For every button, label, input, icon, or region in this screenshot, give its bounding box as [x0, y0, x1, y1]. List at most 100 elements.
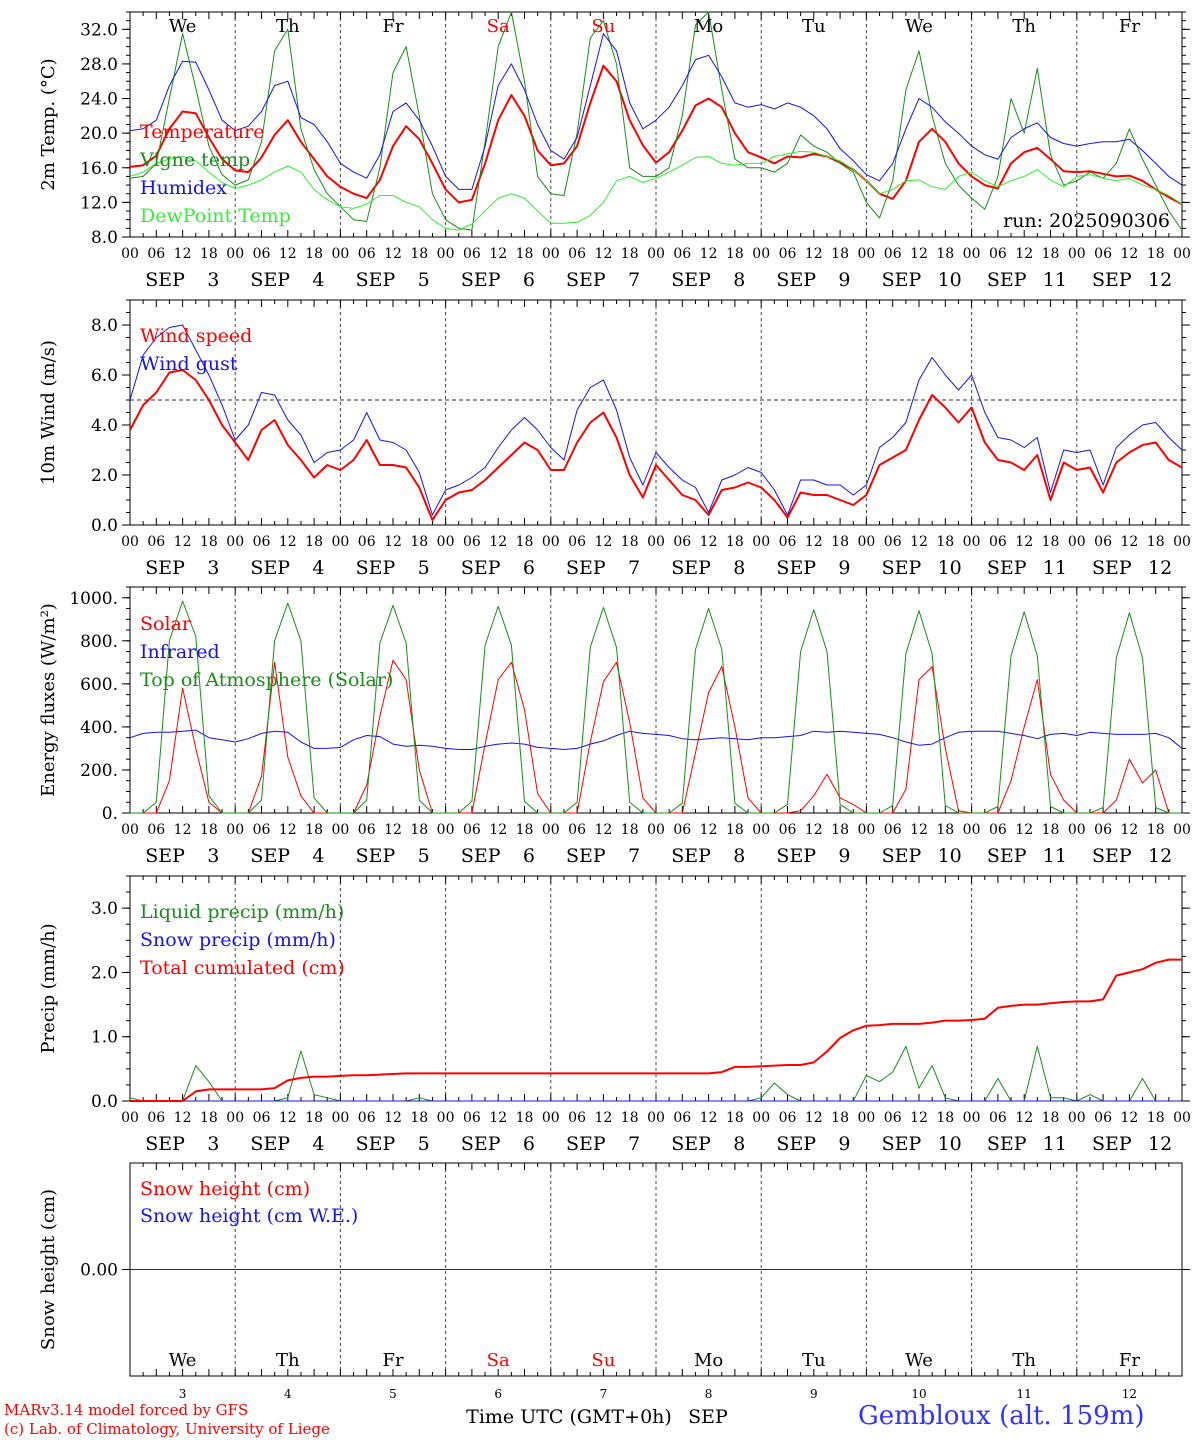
hour-label: 06	[779, 1110, 797, 1126]
hour-label: 00	[226, 246, 244, 262]
legend-entry: Vigne temp	[139, 149, 250, 171]
weekday-label: Th	[276, 16, 300, 37]
y-axis-label: 2m Temp. (°C)	[38, 58, 59, 190]
hour-label: 06	[1094, 822, 1112, 838]
hour-label: 12	[279, 246, 297, 262]
hour-label: 18	[1147, 1110, 1165, 1126]
hour-label: 12	[594, 534, 612, 550]
date-month-label: SEP	[882, 269, 922, 291]
y-tick-label: 0.	[102, 804, 118, 824]
hour-label: 00	[542, 822, 560, 838]
series-line	[129, 729, 1183, 750]
hour-label: 18	[410, 1110, 428, 1126]
weekday-label: We	[169, 1350, 197, 1371]
hour-label: 12	[805, 534, 823, 550]
weekday-label: Tu	[802, 1350, 826, 1371]
y-tick-label: 28.0	[80, 55, 118, 75]
date-day-label: 4	[312, 557, 324, 579]
hour-label: 12	[174, 534, 192, 550]
hour-label: 00	[1068, 246, 1086, 262]
hour-label: 00	[1068, 534, 1086, 550]
date-day-label: 12	[1148, 269, 1172, 291]
hour-label: 12	[384, 246, 402, 262]
hour-label: 00	[437, 1110, 455, 1126]
bottom-day-number: 3	[179, 1387, 187, 1401]
hour-label: 12	[174, 246, 192, 262]
hour-label: 18	[831, 534, 849, 550]
hour-label: 18	[831, 246, 849, 262]
hour-label: 12	[1120, 534, 1138, 550]
weekday-label: Fr	[1119, 1350, 1140, 1371]
weekday-label: We	[905, 1350, 933, 1371]
y-tick-label: 4.0	[91, 416, 118, 436]
date-day-label: 4	[312, 1133, 324, 1155]
y-tick-label: 6.0	[91, 366, 118, 386]
hour-label: 12	[1120, 1110, 1138, 1126]
y-axis-label: Snow height (cm)	[38, 1189, 59, 1350]
bottom-day-number: 5	[389, 1387, 397, 1401]
hour-label: 00	[857, 534, 875, 550]
hour-label: 00	[121, 1110, 139, 1126]
date-day-label: 10	[938, 269, 962, 291]
hour-label: 18	[200, 534, 218, 550]
y-tick-label: 600.	[80, 675, 118, 695]
date-month-label: SEP	[671, 269, 711, 291]
hour-label: 06	[147, 246, 165, 262]
date-month-label: SEP	[461, 269, 501, 291]
hour-label: 06	[779, 822, 797, 838]
hour-label: 00	[121, 822, 139, 838]
y-tick-label: 200.	[80, 761, 118, 781]
hour-label: 06	[253, 1110, 271, 1126]
hour-label: 18	[1147, 822, 1165, 838]
hour-label: 06	[358, 1110, 376, 1126]
hour-label: 06	[253, 822, 271, 838]
y-tick-label: 2.0	[91, 466, 118, 486]
hour-label: 18	[1042, 822, 1060, 838]
weekday-label: We	[169, 16, 197, 37]
date-month-label: SEP	[1092, 845, 1132, 867]
hour-label: 12	[700, 1110, 718, 1126]
hour-label: 06	[147, 534, 165, 550]
date-month-label: SEP	[671, 1133, 711, 1155]
hour-label: 06	[568, 1110, 586, 1126]
hour-label: 06	[884, 534, 902, 550]
series-line	[129, 64, 1183, 205]
date-day-label: 3	[207, 269, 219, 291]
date-month-label: SEP	[1092, 269, 1132, 291]
y-tick-label: 0.0	[91, 1092, 118, 1112]
weekday-label: Th	[1012, 16, 1036, 37]
date-day-label: 5	[418, 557, 430, 579]
hour-label: 06	[989, 822, 1007, 838]
date-day-label: 5	[418, 1133, 430, 1155]
weekday-label: Fr	[382, 16, 403, 37]
hour-label: 06	[358, 534, 376, 550]
bottom-day-number: 7	[600, 1387, 608, 1401]
hour-label: 18	[410, 534, 428, 550]
date-month-label: SEP	[356, 557, 396, 579]
hour-label: 06	[673, 822, 691, 838]
weekday-label: Su	[591, 16, 615, 37]
hour-label: 06	[358, 822, 376, 838]
y-tick-label: 2.0	[91, 963, 118, 983]
date-month-label: SEP	[461, 1133, 501, 1155]
date-day-label: 10	[938, 557, 962, 579]
hour-label: 12	[279, 534, 297, 550]
date-month-label: SEP	[987, 845, 1027, 867]
hour-label: 18	[1147, 534, 1165, 550]
date-day-label: 12	[1148, 845, 1172, 867]
legend-entry: Total cumulated (cm)	[140, 957, 345, 979]
legend-entry: Snow height (cm)	[140, 1178, 310, 1200]
y-tick-label: 24.0	[80, 90, 118, 110]
hour-label: 18	[726, 246, 744, 262]
y-tick-label: 1000.	[69, 589, 118, 609]
hour-label: 12	[384, 822, 402, 838]
bottom-day-number: 8	[705, 1387, 713, 1401]
hour-label: 00	[647, 246, 665, 262]
hour-label: 00	[1173, 822, 1191, 838]
date-month-label: SEP	[987, 1133, 1027, 1155]
hour-label: 18	[200, 822, 218, 838]
legend-entry: Liquid precip (mm/h)	[140, 901, 344, 923]
y-tick-label: 16.0	[80, 159, 118, 179]
hour-label: 06	[568, 822, 586, 838]
